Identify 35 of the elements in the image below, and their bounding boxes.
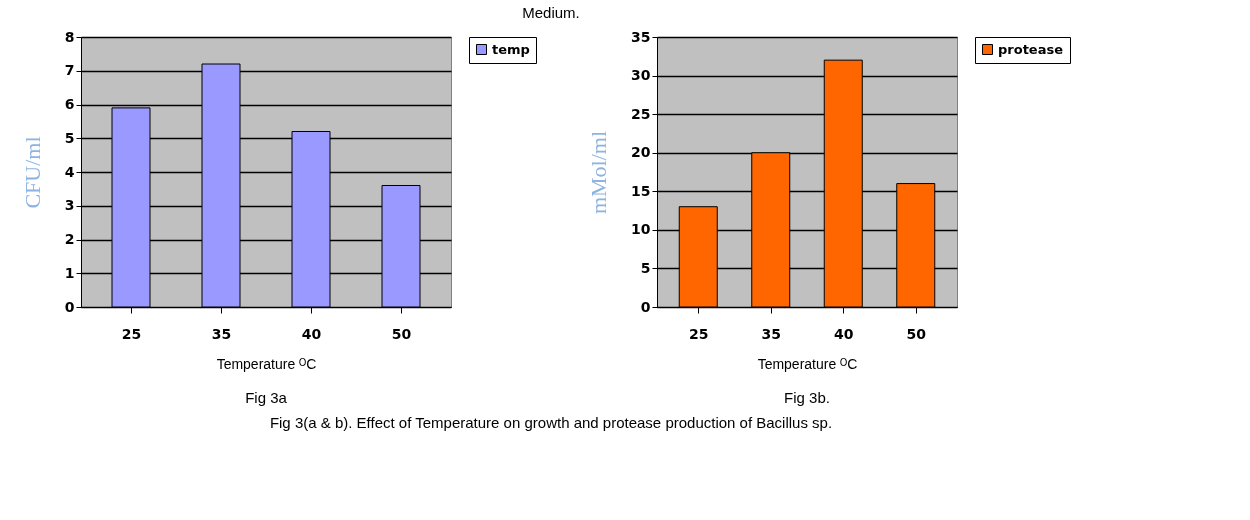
- y-tick-label: 0: [640, 298, 651, 315]
- legend-label: temp: [492, 41, 530, 57]
- y-tick-label: 15: [631, 182, 651, 199]
- x-tick-label: 50: [391, 325, 412, 342]
- legend-label: protease: [998, 41, 1064, 57]
- caption: Fig 3a: [245, 389, 288, 406]
- x-axis-title: Temperature ᴼC: [757, 355, 858, 372]
- caption: Fig 3(a & b). Effect of Temperature on growth and protease production of Bacillus sp.: [269, 414, 833, 431]
- y-tick-label: 5: [640, 259, 651, 276]
- y-tick-label: 25: [631, 105, 651, 122]
- y-tick-label: 7: [64, 62, 75, 79]
- y-tick-label: 6: [64, 96, 75, 112]
- y-tick-label: 5: [64, 129, 75, 146]
- y-tick-label: 1: [64, 264, 75, 281]
- y-tick-label: 20: [631, 144, 651, 161]
- x-tick-label: 25: [121, 325, 142, 342]
- y-axis-title: mMol/ml: [586, 130, 612, 215]
- y-tick-label: 4: [64, 163, 75, 180]
- y-tick-label: 8: [64, 28, 75, 45]
- text: Medium.: [522, 4, 580, 21]
- y-tick-label: 2: [64, 231, 75, 247]
- y-axis-title: CFU/ml: [19, 136, 45, 209]
- x-tick-label: 40: [834, 325, 854, 342]
- y-tick-label: 10: [631, 221, 651, 238]
- x-tick-label: 40: [301, 325, 322, 342]
- y-tick-label: 35: [631, 28, 651, 45]
- x-tick-label: 35: [761, 325, 781, 342]
- y-tick-label: 0: [64, 298, 75, 315]
- x-axis-title: Temperature ᴼC: [216, 355, 317, 372]
- y-tick-label: 30: [631, 67, 651, 84]
- x-tick-label: 35: [211, 325, 232, 342]
- caption: Fig 3b.: [784, 389, 830, 406]
- x-tick-label: 25: [689, 325, 709, 342]
- y-tick-label: 3: [64, 197, 75, 214]
- x-tick-label: 50: [906, 325, 927, 342]
